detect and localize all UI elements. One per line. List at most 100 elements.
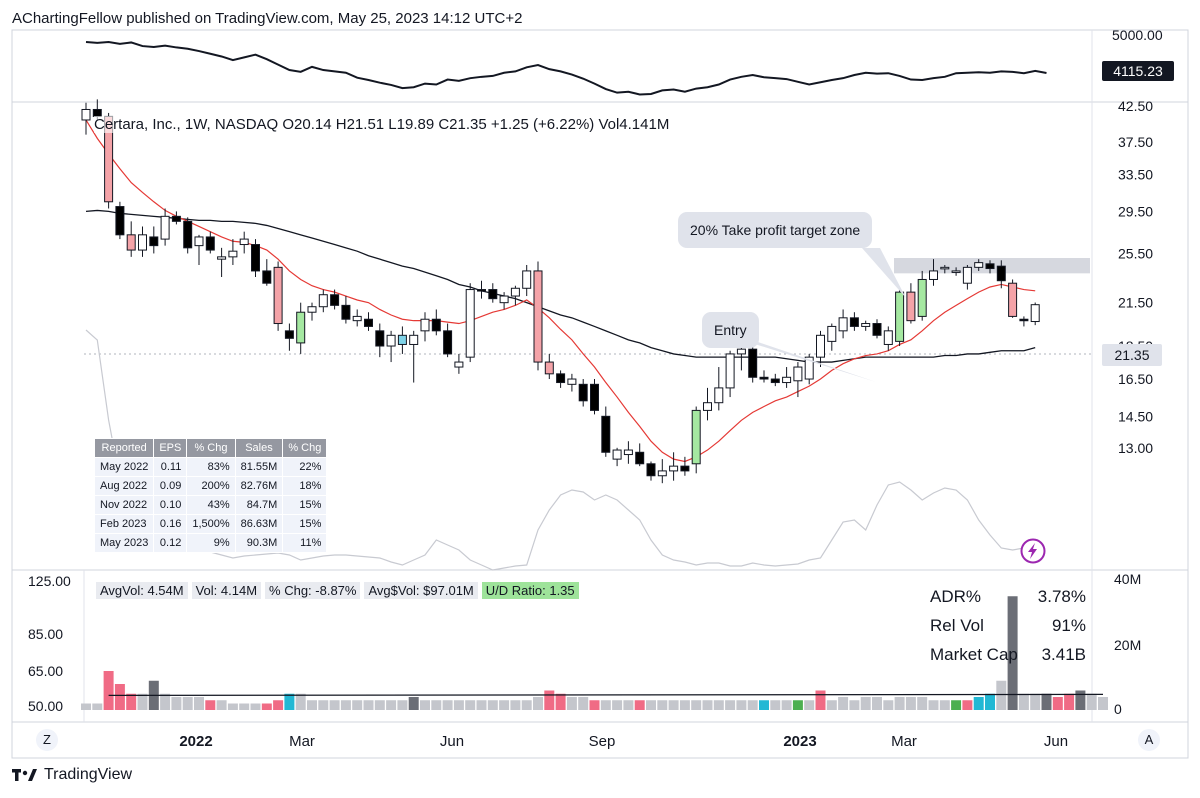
- volume-bar: [951, 700, 962, 710]
- volume-average-line: [108, 693, 1104, 696]
- volume-bar: [838, 697, 849, 710]
- fund-cell: 82.76M: [234, 476, 284, 496]
- candle-body: [217, 256, 227, 260]
- candle-body: [1008, 282, 1018, 317]
- volume-bar: [1052, 697, 1063, 710]
- fund-cell: 15%: [282, 495, 328, 515]
- volume-bar: [759, 700, 769, 710]
- volume-bar: [747, 700, 758, 710]
- volume-bar: [273, 700, 284, 710]
- brand-name: TradingView: [44, 766, 133, 783]
- candle-body: [917, 278, 927, 317]
- volume-bar: [442, 700, 453, 710]
- candle-body: [962, 266, 972, 284]
- relative-strength-layer: [85, 329, 1025, 571]
- price-tick-label: 42.50: [1118, 98, 1153, 114]
- entry-callout: Entry: [702, 312, 759, 348]
- fund-cell: Nov 2022: [93, 495, 155, 515]
- volume-bar: [996, 680, 1007, 710]
- candle-body: [623, 449, 633, 456]
- candle-body: [646, 463, 656, 477]
- metric-row: ADR% 3.78%: [930, 582, 1100, 611]
- candle-body: [985, 263, 995, 270]
- candle-body: [590, 383, 599, 411]
- volume-bar: [261, 703, 272, 710]
- zoom-button[interactable]: Z: [36, 729, 58, 751]
- fund-cell: 18%: [282, 476, 328, 496]
- volume-bar: [284, 693, 295, 710]
- candle-body: [940, 266, 950, 270]
- volume-bar: [815, 690, 826, 710]
- price-tick-label: 21.50: [1118, 295, 1153, 311]
- candle-body: [770, 378, 780, 384]
- volume-bar: [939, 700, 950, 710]
- volume-bar: [340, 700, 351, 710]
- candle-body: [138, 234, 147, 251]
- candle-body: [714, 387, 724, 404]
- volume-bar: [318, 700, 329, 710]
- volume-bar: [1018, 693, 1029, 710]
- volume-tick-label: 20M: [1114, 637, 1141, 653]
- volume-bar: [1030, 693, 1041, 710]
- volume-bar: [1086, 693, 1097, 710]
- table-row: Aug 2022 0.09 200% 82.76M 18%: [93, 476, 328, 496]
- lightning-icon[interactable]: [1019, 537, 1047, 565]
- index-tick-label: 5000.00: [1112, 27, 1163, 43]
- time-tick-label: 2023: [783, 733, 816, 750]
- volume-bar: [487, 700, 498, 710]
- fund-cell: Feb 2023: [93, 514, 155, 534]
- volume-tick-label: 40M: [1114, 571, 1141, 587]
- chart-frame: [11, 29, 1189, 759]
- fund-cell: 0.10: [153, 495, 188, 515]
- candle-body: [827, 325, 837, 342]
- metric-label: Rel Vol: [930, 615, 984, 635]
- volume-bar: [499, 700, 510, 710]
- table-row: May 2023 0.12 9% 90.3M 11%: [93, 533, 328, 553]
- volume-bar: [103, 671, 114, 710]
- axis-layer: 42.5037.5033.5029.5025.5021.5018.5016.50…: [28, 27, 1163, 750]
- candle-body: [567, 378, 577, 385]
- auto-scale-button[interactable]: A: [1138, 729, 1160, 751]
- fund-cell: 200%: [186, 476, 236, 496]
- fund-cell: 9%: [186, 533, 236, 553]
- volume-bar: [408, 697, 419, 710]
- volume-bar: [770, 700, 781, 710]
- volume-bar: [1098, 697, 1108, 710]
- fund-cell: May 2023: [93, 533, 155, 553]
- volume-bar: [668, 700, 679, 710]
- volume-bar: [736, 700, 747, 710]
- time-tick-label: Jun: [1044, 733, 1068, 750]
- candle-body: [669, 465, 679, 472]
- volume-bar: [295, 693, 306, 710]
- rs-tick-label: 85.00: [28, 626, 63, 642]
- candle-body: [205, 236, 215, 251]
- volume-bar: [872, 697, 882, 710]
- sma-layer: [85, 209, 1036, 363]
- candle-body: [816, 334, 825, 358]
- candle-body: [657, 470, 667, 477]
- volume-bar: [860, 697, 871, 710]
- candle-layer: [81, 99, 1040, 484]
- time-tick-label: Jun: [440, 733, 464, 750]
- candle-body: [330, 294, 340, 306]
- candle-body: [533, 270, 543, 363]
- candle-body: [849, 317, 859, 327]
- candle-body: [556, 373, 566, 384]
- candle-body: [364, 318, 373, 327]
- volume-bar: [1064, 693, 1075, 710]
- avg-vol-stat: AvgVol: 4.54M: [96, 582, 188, 599]
- volume-bar: [566, 697, 577, 710]
- table-row: Nov 2022 0.10 43% 84.7M 15%: [93, 495, 328, 515]
- published-header: ACharting​Fellow published on TradingVie…: [12, 10, 523, 27]
- volume-bar: [973, 697, 984, 710]
- volume-bar: [239, 703, 250, 710]
- ud-ratio-stat: U/D Ratio: 1.35: [481, 582, 579, 599]
- volume-bar: [713, 700, 724, 710]
- volume-bar: [928, 700, 939, 710]
- fund-cell: 0.09: [153, 476, 188, 496]
- candle-body: [420, 318, 430, 332]
- fund-cell: 86.63M: [234, 514, 284, 534]
- fund-cell: 81.55M: [234, 457, 284, 477]
- candle-body: [477, 289, 486, 292]
